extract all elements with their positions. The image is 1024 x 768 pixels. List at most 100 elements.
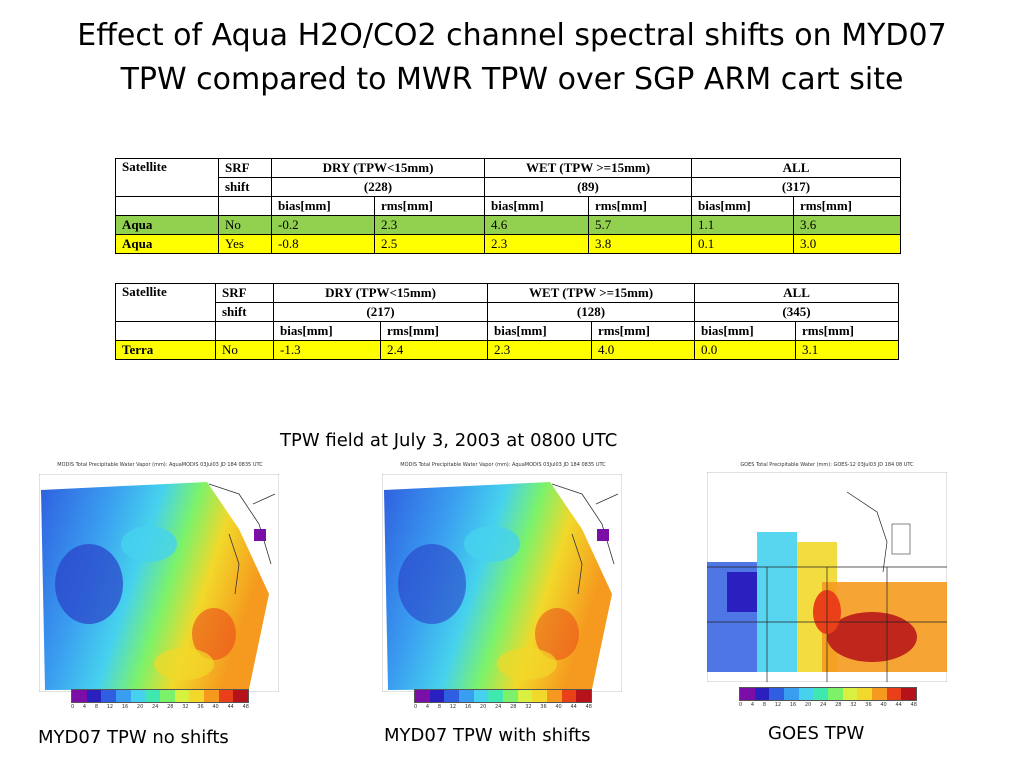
all-count: (345) bbox=[693, 302, 900, 322]
colorbar-tick-label: 16 bbox=[464, 704, 472, 710]
satellite-header: Satellite bbox=[115, 283, 216, 322]
map-caption: GOES TPW bbox=[768, 723, 865, 744]
tpw-field-image bbox=[382, 474, 622, 692]
tpw-field-image bbox=[39, 474, 279, 692]
colorbar-swatch bbox=[204, 690, 219, 702]
map-header: MODIS Total Precipitable Water Vapor (mm… bbox=[57, 462, 263, 468]
srf-header: SRF bbox=[218, 158, 272, 178]
colorbar-tick-label: 20 bbox=[136, 704, 144, 710]
all-count: (317) bbox=[690, 177, 902, 197]
colorbar-ticks: 0 4 8 12 16 20 24 28 32 36 40 44 48 bbox=[739, 702, 917, 708]
table-subheader-row: bias[mm] rms[mm] bias[mm] rms[mm] bias[m… bbox=[115, 196, 902, 216]
colorbar-tick-label: 0 bbox=[739, 702, 743, 708]
wet-bias-cell: 4.6 bbox=[484, 215, 589, 235]
wet-rms-cell: 5.7 bbox=[588, 215, 692, 235]
colorbar-swatch bbox=[503, 690, 518, 702]
colorbar-swatch bbox=[459, 690, 474, 702]
colorbar-tick-label: 4 bbox=[425, 704, 430, 710]
colorbar-swatch bbox=[488, 690, 504, 702]
colorbar-swatch bbox=[561, 690, 577, 702]
srf-header: SRF bbox=[215, 283, 274, 303]
wet-count: (128) bbox=[487, 302, 695, 322]
all-bias-cell: 0.0 bbox=[694, 340, 796, 360]
wet-bias-cell: 2.3 bbox=[484, 234, 589, 254]
colorbar-swatch bbox=[576, 690, 592, 702]
colorbar-tick-label: 12 bbox=[449, 704, 457, 710]
satellite-cell: Aqua bbox=[115, 215, 219, 235]
dry-rms-header: rms[mm] bbox=[380, 321, 488, 341]
satellite-header: Satellite bbox=[115, 158, 219, 197]
colorbar-swatch bbox=[872, 688, 887, 700]
dry-header: DRY (TPW<15mm) bbox=[271, 158, 485, 178]
wet-bias-cell: 2.3 bbox=[487, 340, 592, 360]
colorbar-swatch bbox=[189, 690, 205, 702]
shift-header: shift bbox=[215, 302, 274, 322]
colorbar-swatch bbox=[72, 690, 87, 702]
dry-count: (217) bbox=[273, 302, 488, 322]
wet-rms-header: rms[mm] bbox=[591, 321, 695, 341]
srf-cell: Yes bbox=[218, 234, 272, 254]
slide-title: Effect of Aqua H2O/CO2 channel spectral … bbox=[0, 14, 1024, 102]
dry-rms-cell: 2.5 bbox=[374, 234, 485, 254]
table-header-row: Satellite SRF DRY (TPW<15mm) WET (TPW >=… bbox=[115, 283, 900, 322]
table-row: Aqua No -0.2 2.3 4.6 5.7 1.1 3.6 bbox=[115, 215, 902, 235]
dry-count: (228) bbox=[271, 177, 485, 197]
title-line-2: TPW compared to MWR TPW over SGP ARM car… bbox=[120, 62, 904, 97]
tpw-map-no-shifts: MODIS Total Precipitable Water Vapor (mm… bbox=[35, 462, 285, 714]
wet-bias-header: bias[mm] bbox=[484, 196, 589, 216]
dry-rms-header: rms[mm] bbox=[374, 196, 485, 216]
shift-header: shift bbox=[218, 177, 272, 197]
colorbar-swatch bbox=[784, 688, 799, 700]
colorbar-tick-label: 44 bbox=[570, 704, 577, 710]
colorbar-swatch bbox=[233, 690, 249, 702]
colorbar-tick-label: 48 bbox=[910, 702, 917, 708]
colorbar-tick-label: 48 bbox=[585, 704, 592, 710]
table-header-row: Satellite SRF DRY (TPW<15mm) WET (TPW >=… bbox=[115, 158, 902, 197]
table-row: Terra No -1.3 2.4 2.3 4.0 0.0 3.1 bbox=[115, 340, 900, 360]
colorbar-swatch bbox=[160, 690, 175, 702]
wet-header: WET (TPW >=15mm) bbox=[484, 158, 692, 178]
all-bias-header: bias[mm] bbox=[694, 321, 796, 341]
colorbar-swatch bbox=[473, 690, 489, 702]
colorbar-swatch bbox=[886, 688, 902, 700]
satellite-cell: Aqua bbox=[115, 234, 219, 254]
dry-bias-header: bias[mm] bbox=[271, 196, 375, 216]
satellite-cell: Terra bbox=[115, 340, 216, 360]
colorbar-tick-label: 32 bbox=[850, 702, 857, 708]
all-bias-cell: 1.1 bbox=[691, 215, 794, 235]
colorbar-tick-label: 36 bbox=[865, 702, 872, 708]
dry-bias-header: bias[mm] bbox=[273, 321, 381, 341]
all-rms-header: rms[mm] bbox=[792, 196, 902, 216]
all-header: ALL bbox=[690, 158, 902, 178]
colorbar-swatch bbox=[86, 690, 102, 702]
dry-bias-cell: -0.2 bbox=[271, 215, 375, 235]
all-rms-cell: 3.0 bbox=[792, 234, 902, 254]
map-header: GOES Total Precipitable Water (mm): GOES… bbox=[740, 462, 914, 468]
colorbar bbox=[71, 689, 249, 703]
colorbar bbox=[739, 687, 917, 701]
table-row: Aqua Yes -0.8 2.5 2.3 3.8 0.1 3.0 bbox=[115, 234, 902, 254]
colorbar-tick-label: 28 bbox=[510, 704, 517, 710]
colorbar-tick-label: 28 bbox=[167, 704, 174, 710]
tpw-field-image bbox=[707, 472, 947, 682]
colorbar-tick-label: 40 bbox=[880, 702, 887, 708]
colorbar-tick-label: 8 bbox=[762, 702, 766, 708]
wet-header: WET (TPW >=15mm) bbox=[487, 283, 695, 303]
colorbar-tick-label: 44 bbox=[227, 704, 234, 710]
colorbar-tick-label: 36 bbox=[197, 704, 204, 710]
wet-bias-header: bias[mm] bbox=[487, 321, 592, 341]
colorbar-swatch bbox=[444, 690, 460, 702]
colorbar-swatch bbox=[754, 688, 770, 700]
colorbar-tick-label: 48 bbox=[242, 704, 249, 710]
dry-bias-cell: -0.8 bbox=[271, 234, 375, 254]
colorbar-tick-label: 4 bbox=[82, 704, 87, 710]
wet-rms-cell: 4.0 bbox=[591, 340, 695, 360]
colorbar-tick-label: 20 bbox=[804, 702, 812, 708]
colorbar-tick-label: 24 bbox=[495, 704, 502, 710]
colorbar-tick-label: 32 bbox=[182, 704, 189, 710]
colorbar-swatch bbox=[218, 690, 234, 702]
dry-header: DRY (TPW<15mm) bbox=[273, 283, 488, 303]
colorbar-tick-label: 40 bbox=[212, 704, 219, 710]
colorbar-tick-label: 12 bbox=[106, 704, 114, 710]
wet-rms-header: rms[mm] bbox=[588, 196, 692, 216]
